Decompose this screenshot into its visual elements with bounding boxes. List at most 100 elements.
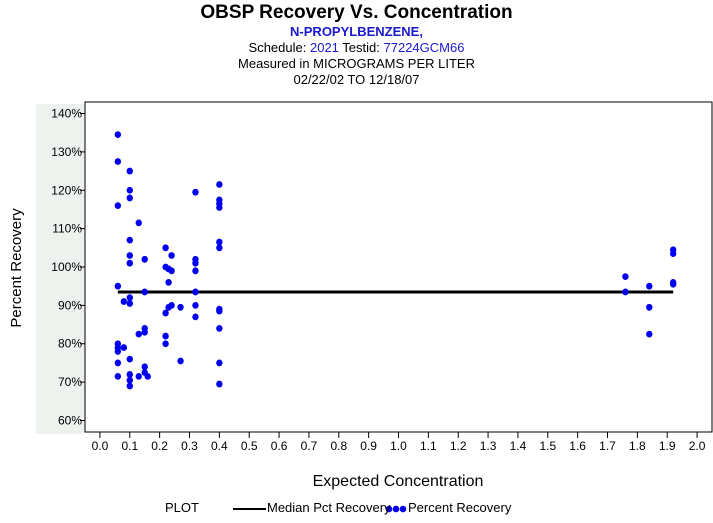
chart-subtitle: N-PROPYLBENZENE, [290, 24, 423, 39]
data-point [177, 357, 184, 365]
data-point [216, 307, 223, 315]
y-tick-label: 70% [58, 375, 82, 389]
x-tick-label: 0.7 [301, 439, 318, 453]
x-tick-label: 1.2 [450, 439, 467, 453]
data-point [622, 288, 629, 296]
legend-dot [399, 505, 407, 513]
data-point [669, 250, 677, 257]
data-point [126, 167, 133, 175]
data-point [114, 202, 122, 210]
x-tick-label: 0.9 [360, 439, 377, 453]
data-point [192, 259, 199, 267]
x-tick-label: 0.5 [241, 439, 258, 453]
data-point [126, 186, 133, 194]
schedule-value: 2021 [309, 40, 339, 55]
y-axis-ticks: 60% 70% 80% 90% 100% 110% 120% 130% 140% [51, 107, 85, 427]
x-tick-label: 1.3 [480, 439, 497, 453]
chart-title: OBSP Recovery Vs. Concentration [200, 2, 513, 23]
data-point [114, 348, 122, 355]
data-point [141, 363, 148, 371]
data-point [126, 259, 133, 267]
data-point [168, 267, 175, 275]
legend-dot [392, 505, 400, 513]
data-point [135, 219, 142, 227]
data-point [141, 288, 148, 296]
data-point [126, 194, 133, 202]
data-point [120, 344, 128, 351]
data-point [126, 294, 133, 302]
data-point [114, 372, 122, 380]
date-range: 02/22/02 TO 12/18/07 [293, 72, 420, 87]
x-tick-label: 0.3 [181, 439, 198, 453]
data-point [192, 288, 199, 296]
schedule-label: Schedule: [248, 40, 307, 55]
data-point [192, 313, 199, 321]
data-point [126, 382, 133, 390]
testid-value: 77224GCM66 [383, 40, 465, 55]
data-point [162, 340, 169, 348]
data-points [114, 131, 677, 390]
data-point [216, 238, 223, 246]
x-axis-ticks: 0.0 0.1 0.2 0.3 0.4 0.5 0.6 0.7 0.8 0.9 1.0 1.1 1.2 1… [92, 432, 706, 453]
y-tick-label: 130% [51, 145, 82, 159]
y-tick-label: 60% [58, 413, 82, 427]
data-point [162, 309, 169, 317]
data-point [126, 355, 133, 363]
plot-area [84, 101, 713, 433]
tick-label-band [36, 104, 85, 434]
data-point [135, 372, 142, 380]
y-tick-label: 140% [51, 107, 82, 121]
data-point [669, 280, 677, 288]
x-tick-label: 1.1 [420, 439, 437, 453]
data-point [126, 300, 133, 307]
x-tick-label: 1.4 [510, 439, 527, 453]
schedule-line: Schedule: 2021 Testid: 77224GCM66 [0, 40, 713, 55]
data-point [114, 131, 122, 139]
data-point [141, 328, 148, 336]
data-point [168, 301, 175, 309]
data-point [216, 380, 223, 388]
data-point [144, 372, 151, 380]
legend-dot [385, 505, 393, 513]
x-tick-label: 1.0 [390, 439, 407, 453]
x-tick-label: 0.1 [121, 439, 138, 453]
y-tick-label: 120% [51, 183, 82, 197]
x-tick-label: 0.8 [330, 439, 347, 453]
x-tick-label: 1.8 [629, 439, 646, 453]
data-point [216, 204, 223, 211]
data-point [216, 244, 223, 252]
data-point [646, 303, 653, 311]
testid-label: Testid: [342, 40, 380, 55]
y-tick-label: 100% [51, 260, 82, 274]
data-point [162, 244, 169, 252]
x-axis-label: Expected Concentration [313, 473, 484, 490]
x-tick-label: 1.5 [539, 439, 556, 453]
data-point [126, 371, 133, 378]
data-point [114, 359, 122, 367]
data-point [114, 282, 122, 290]
legend-plot-label: PLOT [165, 500, 199, 515]
x-tick-label: 0.0 [92, 439, 109, 453]
legend-points-swatch [385, 505, 407, 513]
chart-legend: PLOT Median Pct Recovery Percent Recover… [0, 500, 713, 518]
data-point [192, 267, 199, 275]
data-point [165, 278, 172, 286]
x-tick-label: 1.9 [659, 439, 676, 453]
x-tick-label: 1.6 [569, 439, 586, 453]
x-tick-label: 1.7 [599, 439, 616, 453]
data-point [216, 181, 223, 188]
y-axis-label: Percent Recovery [8, 208, 25, 328]
data-point [177, 303, 184, 311]
data-point [126, 376, 133, 384]
data-point [126, 252, 133, 259]
data-point [216, 359, 223, 367]
y-tick-label: 80% [58, 337, 82, 351]
legend-median-label: Median Pct Recovery [267, 500, 391, 515]
data-point [126, 236, 133, 244]
data-point [168, 252, 175, 259]
x-tick-label: 0.2 [151, 439, 168, 453]
data-point [141, 255, 148, 263]
legend-points-label: Percent Recovery [408, 500, 512, 515]
x-tick-label: 2.0 [689, 439, 706, 453]
